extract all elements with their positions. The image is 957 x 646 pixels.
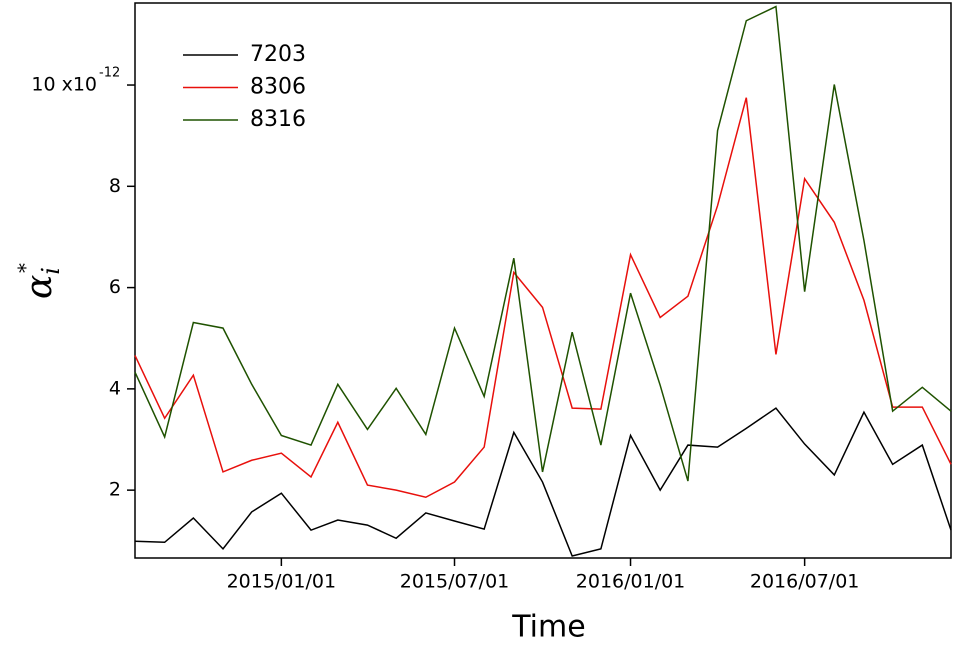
y-tick-label: 4	[109, 377, 121, 399]
y-exponent: -12	[99, 66, 120, 81]
series-line	[134, 407, 952, 557]
legend-label: 8316	[250, 107, 306, 132]
series-line	[134, 97, 952, 499]
x-tick-label: 2016/01/01	[576, 571, 686, 593]
y-axis-label-sup: *	[13, 263, 37, 273]
x-tick-label: 2015/01/01	[227, 571, 337, 593]
y-tick-label: 6	[109, 276, 121, 298]
legend-label: 7203	[250, 42, 306, 67]
y-tick-label: 10 x10	[31, 74, 97, 96]
y-axis-label-sub: i	[37, 267, 65, 275]
plot-frame	[134, 2, 952, 559]
x-axis-label: Time	[511, 610, 585, 645]
series-line	[134, 5, 952, 482]
y-axis-label: αi*	[13, 263, 65, 299]
x-tick-label: 2015/07/01	[400, 571, 510, 593]
x-tick-label: 2016/07/01	[750, 571, 860, 593]
y-axis-label-main: α	[19, 275, 60, 299]
legend-label: 8306	[250, 75, 306, 100]
y-tick-label: 2	[109, 479, 121, 501]
y-tick-label: 8	[109, 175, 121, 197]
